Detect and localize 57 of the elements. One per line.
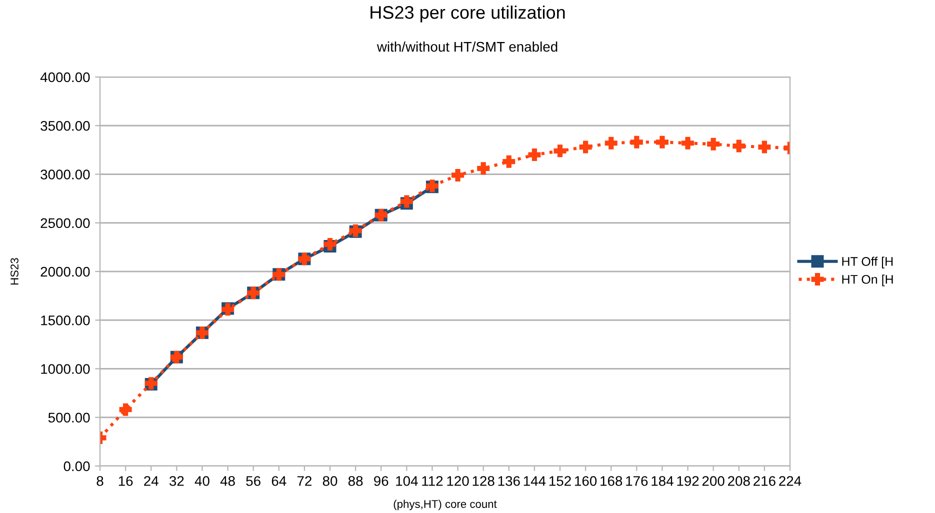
x-tick-label: 80 (322, 476, 338, 486)
y-tick-label: 4000.00 (40, 72, 90, 82)
x-tick-label: 184 (652, 476, 674, 486)
x-tick-label: 112 (422, 476, 443, 486)
legend-label: HT Off [H (842, 256, 893, 268)
y-axis-title: HS23 (10, 258, 18, 284)
x-tick-label: 176 (626, 476, 648, 486)
x-tick-label: 16 (118, 476, 133, 486)
x-tick-label: 96 (374, 476, 388, 486)
x-tick-label: 200 (702, 476, 724, 486)
chart-subtitle: with/without HT/SMT enabled (376, 42, 558, 52)
point (604, 136, 618, 150)
x-tick-label: 56 (246, 476, 260, 486)
y-tick-label: 500.00 (48, 412, 90, 423)
x-tick-label: 216 (754, 476, 776, 486)
point (502, 155, 516, 168)
x-tick-label: 144 (524, 476, 546, 486)
x-tick-label: 192 (677, 476, 699, 486)
x-tick-label: 48 (220, 476, 235, 486)
y-tick-label: 3000.00 (40, 170, 90, 180)
point (732, 140, 746, 152)
x-tick-label: 88 (348, 476, 363, 486)
point (682, 136, 694, 150)
x-tick-label: 160 (575, 476, 597, 486)
legend-label: HT On [H (842, 274, 893, 286)
y-tick-label: 0.00 (64, 461, 90, 472)
y-tick-label: 2000.00 (40, 266, 90, 277)
point (758, 140, 771, 154)
x-tick-label: 24 (144, 476, 158, 486)
y-tick-label: 3500.00 (40, 120, 90, 131)
point (554, 144, 566, 158)
x-tick-label: 224 (779, 476, 802, 486)
x-tick-label: 8 (96, 476, 104, 486)
chart-title: HS23 per core utilization (370, 6, 565, 22)
y-tick-label: 1000.00 (41, 364, 90, 374)
x-tick-label: 120 (447, 476, 469, 486)
point (579, 140, 592, 154)
x-tick-label: 72 (297, 476, 312, 486)
point (477, 162, 490, 175)
x-axis-title: (phys,HT) core count (394, 500, 497, 510)
x-tick-label: 104 (396, 476, 418, 486)
point (707, 138, 720, 150)
x-tick-label: 64 (272, 476, 286, 486)
x-tick-label: 32 (169, 476, 184, 486)
x-tick-label: 136 (498, 476, 520, 486)
point (656, 136, 668, 148)
point (630, 136, 643, 148)
point (528, 148, 541, 162)
x-tick-label: 168 (600, 476, 622, 486)
point (452, 168, 464, 182)
y-tick-label: 1500.00 (41, 315, 90, 326)
x-tick-label: 208 (728, 476, 750, 486)
y-tick-label: 2500.00 (40, 218, 90, 228)
point (119, 403, 132, 416)
x-tick-label: 152 (549, 476, 571, 486)
x-tick-label: 40 (194, 476, 210, 486)
x-tick-label: 128 (472, 476, 494, 486)
